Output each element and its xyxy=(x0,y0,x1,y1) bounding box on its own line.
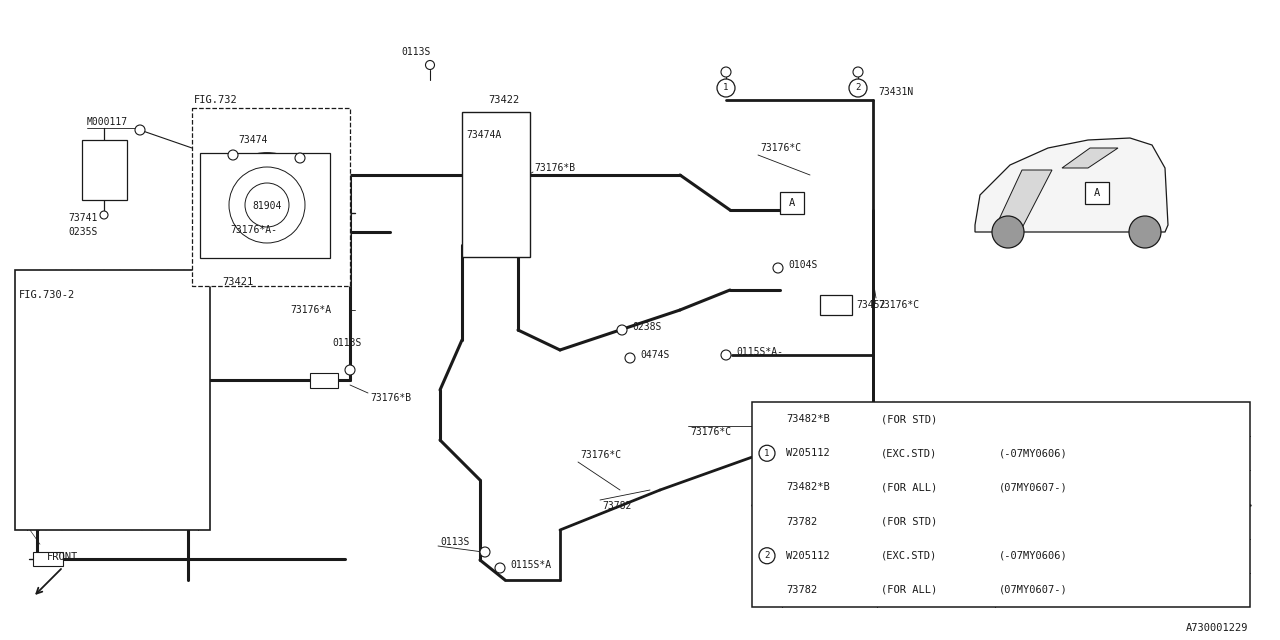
Text: (FOR STD): (FOR STD) xyxy=(881,414,937,424)
Text: (FOR STD): (FOR STD) xyxy=(881,516,937,527)
Bar xyxy=(15,270,210,530)
Text: 73482*B: 73482*B xyxy=(786,483,829,492)
Circle shape xyxy=(425,61,434,70)
Bar xyxy=(200,153,330,258)
Circle shape xyxy=(100,211,108,219)
Bar xyxy=(800,416,855,454)
Circle shape xyxy=(759,445,774,461)
Circle shape xyxy=(617,325,627,335)
Text: 0113S: 0113S xyxy=(402,47,430,57)
Text: (EXC.STD): (EXC.STD) xyxy=(881,551,937,561)
Circle shape xyxy=(625,353,635,363)
Text: FRONT: FRONT xyxy=(47,552,78,562)
Text: 73176*B: 73176*B xyxy=(534,163,575,173)
Text: A730001229: A730001229 xyxy=(1185,623,1248,633)
Text: 73176*A-: 73176*A- xyxy=(230,225,276,235)
Bar xyxy=(192,108,349,286)
Text: 0113S: 0113S xyxy=(332,338,361,348)
Circle shape xyxy=(773,263,783,273)
Text: 73422: 73422 xyxy=(488,95,520,105)
Text: (-07MY0606): (-07MY0606) xyxy=(998,448,1068,458)
Text: 0474S: 0474S xyxy=(640,350,669,360)
Text: 73176*A: 73176*A xyxy=(291,305,332,315)
Circle shape xyxy=(228,150,238,160)
Text: 73452: 73452 xyxy=(856,300,886,310)
Circle shape xyxy=(992,216,1024,248)
Text: A: A xyxy=(788,198,795,208)
Circle shape xyxy=(480,547,490,557)
Text: 73482*B: 73482*B xyxy=(786,414,829,424)
Text: 73421: 73421 xyxy=(221,277,253,287)
Text: 1: 1 xyxy=(764,449,769,458)
Text: 73431I: 73431I xyxy=(860,430,895,440)
Polygon shape xyxy=(975,138,1169,232)
Text: 73782: 73782 xyxy=(786,585,817,595)
Text: 73782: 73782 xyxy=(786,516,817,527)
Text: 0104S: 0104S xyxy=(788,260,818,270)
Bar xyxy=(310,373,338,388)
Text: (FOR ALL): (FOR ALL) xyxy=(881,483,937,492)
Text: (07MY0607-): (07MY0607-) xyxy=(998,483,1068,492)
Text: 0238S: 0238S xyxy=(632,322,662,332)
Text: W205112: W205112 xyxy=(786,551,829,561)
Circle shape xyxy=(717,79,735,97)
Text: (FOR ALL): (FOR ALL) xyxy=(881,585,937,595)
Text: 73176*C: 73176*C xyxy=(690,427,731,437)
Circle shape xyxy=(849,79,867,97)
Circle shape xyxy=(759,548,774,564)
Bar xyxy=(820,295,852,315)
Text: 0113S: 0113S xyxy=(440,537,470,547)
Circle shape xyxy=(294,153,305,163)
Text: 73741: 73741 xyxy=(68,213,97,223)
Bar xyxy=(780,192,804,214)
Text: 2: 2 xyxy=(764,551,769,560)
Text: 2: 2 xyxy=(855,83,860,93)
Text: W205112: W205112 xyxy=(786,448,829,458)
Text: M000117: M000117 xyxy=(87,117,128,127)
Circle shape xyxy=(721,67,731,77)
Text: FIG.730-2: FIG.730-2 xyxy=(19,290,76,300)
Circle shape xyxy=(215,153,319,257)
Polygon shape xyxy=(1062,148,1117,168)
Text: (-07MY0606): (-07MY0606) xyxy=(998,551,1068,561)
Text: 73176*C: 73176*C xyxy=(878,300,919,310)
Text: 81904: 81904 xyxy=(252,201,282,211)
Text: 1: 1 xyxy=(723,83,728,93)
Polygon shape xyxy=(995,170,1052,228)
Text: 0115S*A-: 0115S*A- xyxy=(736,347,783,357)
Text: 73782: 73782 xyxy=(602,501,631,511)
Bar xyxy=(753,402,1251,607)
Text: (EXC.STD): (EXC.STD) xyxy=(881,448,937,458)
Text: 0235S: 0235S xyxy=(68,227,97,237)
Circle shape xyxy=(495,563,506,573)
Text: FIG.732: FIG.732 xyxy=(195,95,238,105)
Circle shape xyxy=(1129,216,1161,248)
Text: 0115S*A: 0115S*A xyxy=(509,560,552,570)
Circle shape xyxy=(346,365,355,375)
Text: 73176*C: 73176*C xyxy=(580,450,621,460)
Text: 73474: 73474 xyxy=(238,135,268,145)
Bar xyxy=(1085,182,1108,204)
Text: (07MY0607-): (07MY0607-) xyxy=(998,585,1068,595)
Bar xyxy=(462,112,530,257)
Circle shape xyxy=(134,125,145,135)
Bar xyxy=(33,552,63,566)
Text: 73176*C: 73176*C xyxy=(760,143,801,153)
Text: 73176*B: 73176*B xyxy=(370,393,411,403)
Circle shape xyxy=(852,67,863,77)
Text: A: A xyxy=(1094,188,1100,198)
Text: 73474A: 73474A xyxy=(466,130,502,140)
Circle shape xyxy=(721,350,731,360)
Text: 73431N: 73431N xyxy=(878,87,913,97)
Bar xyxy=(82,140,127,200)
